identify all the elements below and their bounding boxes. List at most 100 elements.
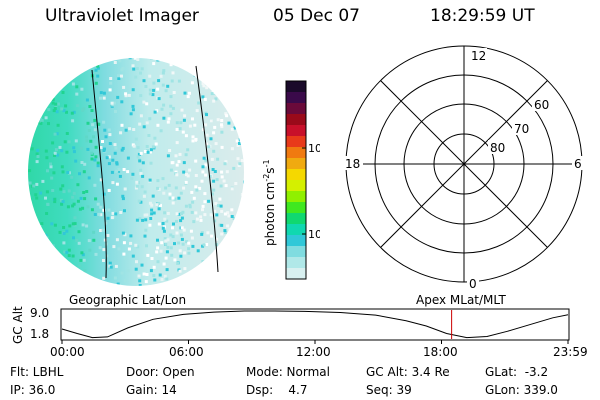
speckle-dot <box>211 63 215 67</box>
speckle-dot <box>187 241 191 245</box>
speckle-dot <box>189 229 193 233</box>
speckle-dot <box>70 111 74 115</box>
speckle-dot <box>180 108 184 112</box>
colorbar-cell <box>286 257 306 269</box>
speckle-dot <box>141 174 145 178</box>
speckle-dot <box>148 88 152 92</box>
speckle-dot <box>31 104 35 107</box>
speckle-dot <box>213 209 217 213</box>
speckle-dot <box>124 128 128 132</box>
speckle-dot <box>135 260 138 264</box>
speckle-dot <box>114 212 118 216</box>
speckle-dot <box>73 71 77 75</box>
strip-ymin-label: 1.8 <box>30 327 49 341</box>
speckle-dot <box>206 265 210 269</box>
speckle-dot <box>51 244 55 248</box>
speckle-dot <box>44 149 48 153</box>
speckle-dot <box>204 163 208 167</box>
speckle-dot <box>221 97 225 101</box>
speckle-dot <box>220 175 224 179</box>
speckle-dot <box>29 65 33 69</box>
speckle-dot <box>86 205 90 209</box>
speckle-dot <box>148 150 152 154</box>
speckle-dot <box>50 222 54 226</box>
speckle-dot <box>61 184 65 188</box>
speckle-dot <box>136 146 140 150</box>
speckle-dot <box>71 195 75 199</box>
ip-status: IP: 36.0 <box>10 383 56 397</box>
speckle-dot <box>71 82 75 86</box>
speckle-dot <box>179 191 183 195</box>
speckle-dot <box>36 282 40 286</box>
speckle-dot <box>195 217 199 221</box>
speckle-dot <box>153 110 157 114</box>
speckle-dot <box>155 203 159 207</box>
speckle-dot <box>99 229 103 232</box>
speckle-dot <box>219 88 223 92</box>
speckle-dot <box>184 134 188 138</box>
speckle-dot <box>94 197 98 201</box>
speckle-dot <box>235 139 239 143</box>
speckle-dot <box>139 114 143 118</box>
speckle-dot <box>71 119 75 123</box>
speckle-dot <box>94 252 98 256</box>
speckle-dot <box>135 218 139 222</box>
speckle-dot <box>229 58 232 60</box>
speckle-dot <box>218 223 222 227</box>
speckle-dot <box>87 176 91 180</box>
speckle-dot <box>104 135 108 139</box>
speckle-dot <box>205 243 209 246</box>
speckle-dot <box>234 112 238 116</box>
speckle-dot <box>235 219 239 223</box>
speckle-dot <box>62 109 66 113</box>
speckle-dot <box>92 285 96 286</box>
speckle-dot <box>164 89 168 93</box>
speckle-dot <box>225 78 229 82</box>
speckle-dot <box>46 78 50 82</box>
speckle-dot <box>68 224 72 228</box>
speckle-dot <box>161 177 165 181</box>
speckle-dot <box>51 75 55 79</box>
date-label: 05 Dec 07 <box>273 6 360 26</box>
speckle-dot <box>64 104 68 108</box>
speckle-dot <box>145 213 149 217</box>
speckle-dot <box>145 145 149 148</box>
speckle-dot <box>212 131 216 135</box>
speckle-dot <box>220 223 224 227</box>
speckle-dot <box>215 88 219 92</box>
mlt-label-18: 18 <box>345 157 360 171</box>
speckle-dot <box>162 229 166 233</box>
speckle-dot <box>108 142 112 145</box>
speckle-dot <box>108 261 112 265</box>
speckle-dot <box>157 97 161 101</box>
speckle-dot <box>41 179 45 183</box>
speckle-dot <box>75 59 79 63</box>
speckle-dot <box>30 284 34 286</box>
speckle-dot <box>175 163 179 167</box>
speckle-dot <box>45 212 49 215</box>
speckle-dot <box>156 87 160 91</box>
speckle-dot <box>82 258 86 262</box>
speckle-dot <box>128 58 132 60</box>
speckle-dot <box>194 174 198 177</box>
speckle-dot <box>73 222 77 226</box>
speckle-dot <box>53 107 57 110</box>
speckle-dot <box>134 267 138 271</box>
speckle-dot <box>79 277 83 280</box>
speckle-dot <box>163 237 167 241</box>
speckle-dot <box>132 128 136 131</box>
speckle-dot <box>171 106 175 110</box>
speckle-dot <box>179 254 183 258</box>
speckle-dot <box>160 278 164 281</box>
speckle-dot <box>145 244 148 248</box>
speckle-dot <box>166 154 170 158</box>
speckle-dot <box>194 211 198 215</box>
speckle-dot <box>205 86 209 90</box>
speckle-dot <box>242 100 244 103</box>
speckle-dot <box>166 84 170 88</box>
speckle-dot <box>33 109 37 113</box>
speckle-dot <box>66 171 70 174</box>
speckle-dot <box>243 180 244 184</box>
speckle-dot <box>210 157 214 161</box>
speckle-dot <box>173 197 177 201</box>
